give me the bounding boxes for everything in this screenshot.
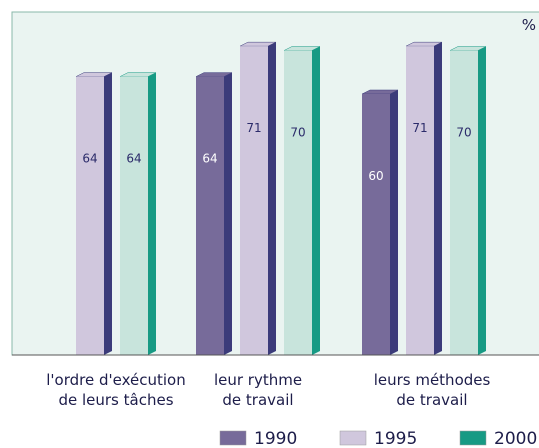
x-tick-label: de travail [396, 391, 467, 409]
data-label: 71 [246, 121, 261, 135]
data-label: 64 [82, 152, 97, 166]
bar [284, 50, 312, 355]
x-tick-label: leur rythme [214, 371, 302, 389]
data-label: 64 [202, 152, 217, 166]
bar [240, 46, 268, 356]
bar-side [148, 72, 156, 355]
x-tick-label: leurs méthodes [374, 371, 491, 389]
bar [76, 76, 104, 355]
unit-label: % [522, 16, 536, 34]
x-tick-label: de leurs tâches [58, 391, 173, 409]
legend-swatch [339, 430, 367, 446]
data-label: 70 [456, 126, 471, 140]
x-tick-label: de travail [222, 391, 293, 409]
bar-side [268, 42, 276, 356]
x-tick-label: l'ordre d'exécution [46, 371, 185, 389]
legend-swatch [459, 430, 487, 446]
legend-swatch [219, 430, 247, 446]
legend-label: 1990 [254, 429, 297, 448]
bar-side [312, 46, 320, 355]
legend-label: 1995 [374, 429, 417, 448]
legend-label: 2000 [494, 429, 537, 448]
bar-side [104, 72, 112, 355]
data-label: 70 [290, 126, 305, 140]
bar [120, 76, 148, 355]
bar [362, 94, 390, 355]
bar [450, 50, 478, 355]
bar-side [434, 42, 442, 356]
bar [196, 76, 224, 355]
bar [406, 46, 434, 356]
bar-side [390, 90, 398, 355]
data-label: 64 [126, 152, 141, 166]
bar-side [478, 46, 486, 355]
data-label: 60 [368, 169, 383, 183]
bar-side [224, 72, 232, 355]
data-label: 71 [412, 121, 427, 135]
